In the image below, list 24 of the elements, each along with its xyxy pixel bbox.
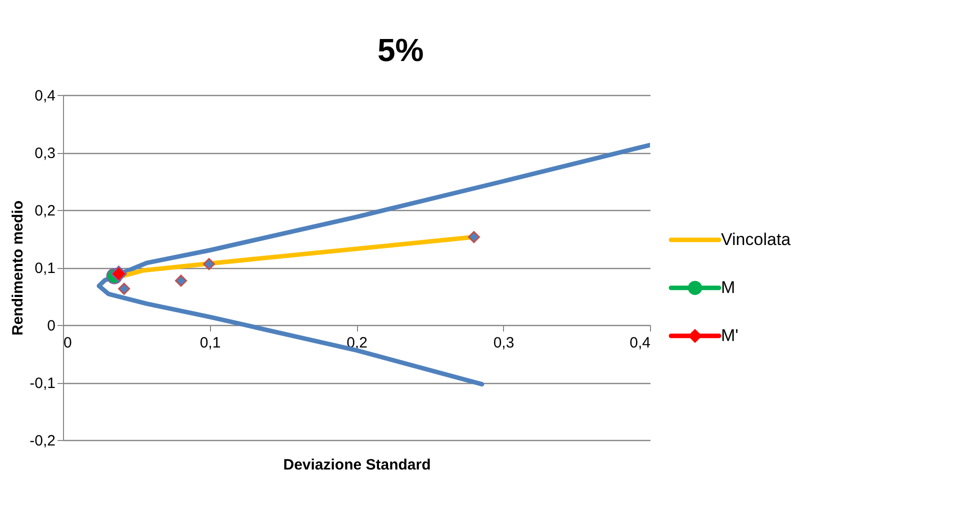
x-tick-label: 0,4 [630,334,650,352]
line-series [96,142,650,386]
point [203,258,216,270]
x-tick-label: 0,3 [493,334,514,352]
y-axis-title: Rendimento medio [10,200,27,336]
y-tick-label: 0,4 [34,88,56,104]
legend-label: Vincolata [721,230,792,249]
y-tick-label: -0,1 [30,375,56,392]
y-tick-label: 0 [47,318,56,334]
x-tick-label: 0 [64,334,72,352]
legend-label: M' [721,326,738,345]
point [468,231,480,244]
y-tick-label: 0,1 [34,260,56,277]
x-tick-label: 0,2 [346,334,368,352]
legend-label: M [721,278,736,297]
x-axis-title: Deviazione Standard [283,456,431,474]
y-tick-label: 0,3 [34,145,56,162]
point [118,282,130,295]
y-tick-label: -0,2 [30,432,56,450]
y-tick-label: 0,2 [34,202,56,220]
point [110,266,127,282]
chart-title: 5% [377,32,424,68]
x-tick-label: 0,1 [200,334,221,352]
point [174,274,187,287]
